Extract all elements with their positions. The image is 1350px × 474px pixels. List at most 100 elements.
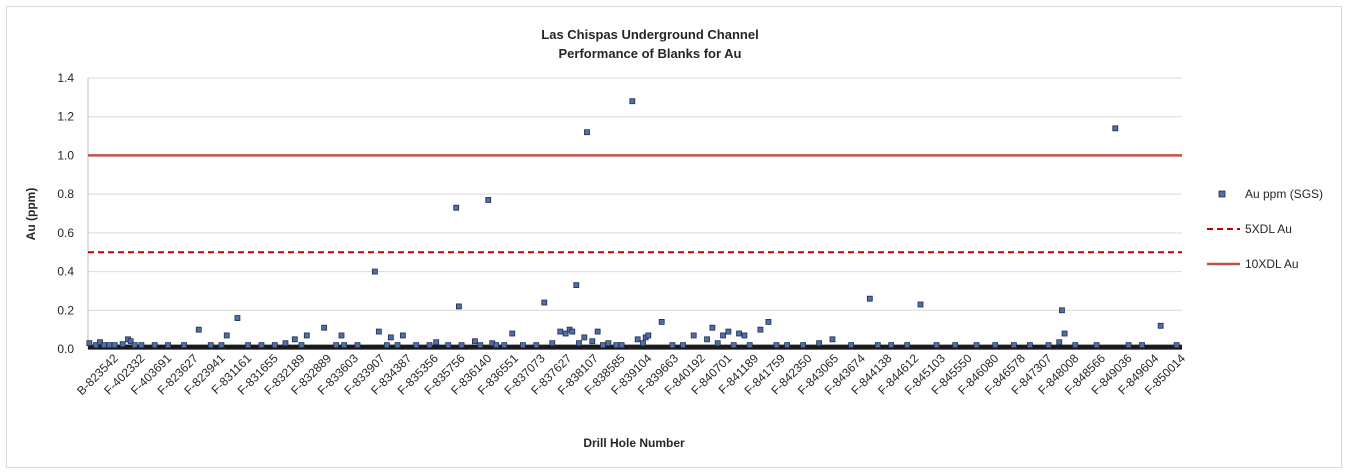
y-tick-label: 1.0 <box>57 148 74 162</box>
data-point <box>848 342 855 349</box>
data-point <box>973 342 980 349</box>
data-point <box>445 342 452 349</box>
data-point <box>520 342 526 349</box>
data-point <box>645 332 652 339</box>
data-point <box>1072 342 1079 349</box>
data-point <box>773 342 780 349</box>
data-point <box>282 340 289 347</box>
data-point <box>207 342 214 349</box>
data-point <box>866 295 873 302</box>
data-point <box>101 342 107 349</box>
data-point <box>413 342 420 349</box>
data-point <box>138 342 145 349</box>
data-point <box>1173 342 1180 349</box>
data-point <box>245 342 251 349</box>
data-point <box>93 342 99 349</box>
data-point <box>746 342 753 349</box>
data-point <box>181 342 187 349</box>
data-point <box>303 332 310 339</box>
data-point <box>629 98 636 105</box>
data-point <box>106 342 113 349</box>
data-point <box>509 330 516 337</box>
data-point <box>784 342 790 349</box>
data-point <box>917 301 924 308</box>
data-point <box>618 342 625 349</box>
y-tick-label: 0.6 <box>57 226 74 240</box>
data-point <box>634 336 641 343</box>
legend-point-marker <box>1218 190 1226 198</box>
x-tick-labels: B-823542F-402332F-403691F-823627F-823941… <box>74 351 1188 398</box>
data-point <box>562 330 569 337</box>
data-point <box>800 342 807 349</box>
data-point <box>829 336 836 343</box>
legend-label: 5XDL Au <box>1245 222 1292 236</box>
data-point <box>291 336 298 343</box>
data-point <box>86 340 93 347</box>
data-point <box>669 342 676 349</box>
y-tick-label: 0.8 <box>57 187 74 201</box>
data-points <box>86 98 1182 350</box>
data-point <box>371 268 378 275</box>
data-point <box>714 340 721 347</box>
gridlines <box>87 77 1182 350</box>
data-point <box>816 340 823 347</box>
data-point <box>1139 342 1145 349</box>
data-point <box>765 318 772 325</box>
data-point <box>573 282 580 289</box>
data-point <box>730 342 737 349</box>
data-point <box>387 334 394 341</box>
data-point <box>720 332 726 339</box>
data-point <box>605 340 612 347</box>
data-point <box>541 299 548 306</box>
data-point <box>581 334 588 341</box>
data-point <box>1056 339 1063 346</box>
data-point <box>888 342 895 349</box>
data-point <box>485 197 492 203</box>
y-tick-label: 1.4 <box>57 71 74 85</box>
data-point <box>1125 342 1132 349</box>
data-point <box>640 340 646 347</box>
data-point <box>904 342 911 349</box>
data-point <box>218 342 225 349</box>
data-point <box>493 342 500 349</box>
data-point <box>1045 342 1052 349</box>
data-point <box>952 342 959 349</box>
data-point <box>453 204 460 211</box>
data-point <box>533 342 540 349</box>
data-point <box>354 342 361 349</box>
data-point <box>736 330 742 337</box>
data-point <box>258 342 265 349</box>
data-point <box>1061 330 1068 337</box>
data-point <box>111 342 118 349</box>
legend: Au ppm (SGS) 5XDL Au 10XDL Au <box>1207 187 1323 271</box>
data-point <box>472 338 478 345</box>
data-point <box>1059 307 1065 314</box>
data-point <box>549 340 556 347</box>
chart-subtitle: Performance of Blanks for Au <box>558 46 741 61</box>
data-point <box>1027 342 1033 349</box>
data-point <box>501 342 508 349</box>
legend-label: 10XDL Au <box>1245 257 1299 271</box>
data-point <box>195 326 202 333</box>
data-point <box>709 324 716 331</box>
data-point <box>576 340 582 347</box>
data-point <box>690 332 697 339</box>
data-point <box>600 342 606 349</box>
data-point <box>338 332 345 339</box>
x-axis-title: Drill Hole Number <box>583 436 685 450</box>
chart-title: Las Chispas Underground Channel <box>541 27 758 42</box>
y-axis-title: Au (ppm) <box>24 188 38 241</box>
y-tick-label: 0.2 <box>57 303 74 317</box>
data-point <box>594 328 601 335</box>
data-point <box>741 332 748 339</box>
data-point <box>1157 322 1164 329</box>
data-point <box>433 339 440 346</box>
y-tick-labels: 0.0 0.2 0.4 0.6 0.8 1.0 1.2 1.4 <box>57 71 74 356</box>
data-point <box>298 342 305 349</box>
data-point <box>119 341 126 348</box>
data-point <box>97 339 103 346</box>
data-point <box>1112 125 1119 132</box>
threshold-lines <box>88 154 1182 254</box>
data-point <box>757 326 764 333</box>
data-point <box>589 338 596 345</box>
